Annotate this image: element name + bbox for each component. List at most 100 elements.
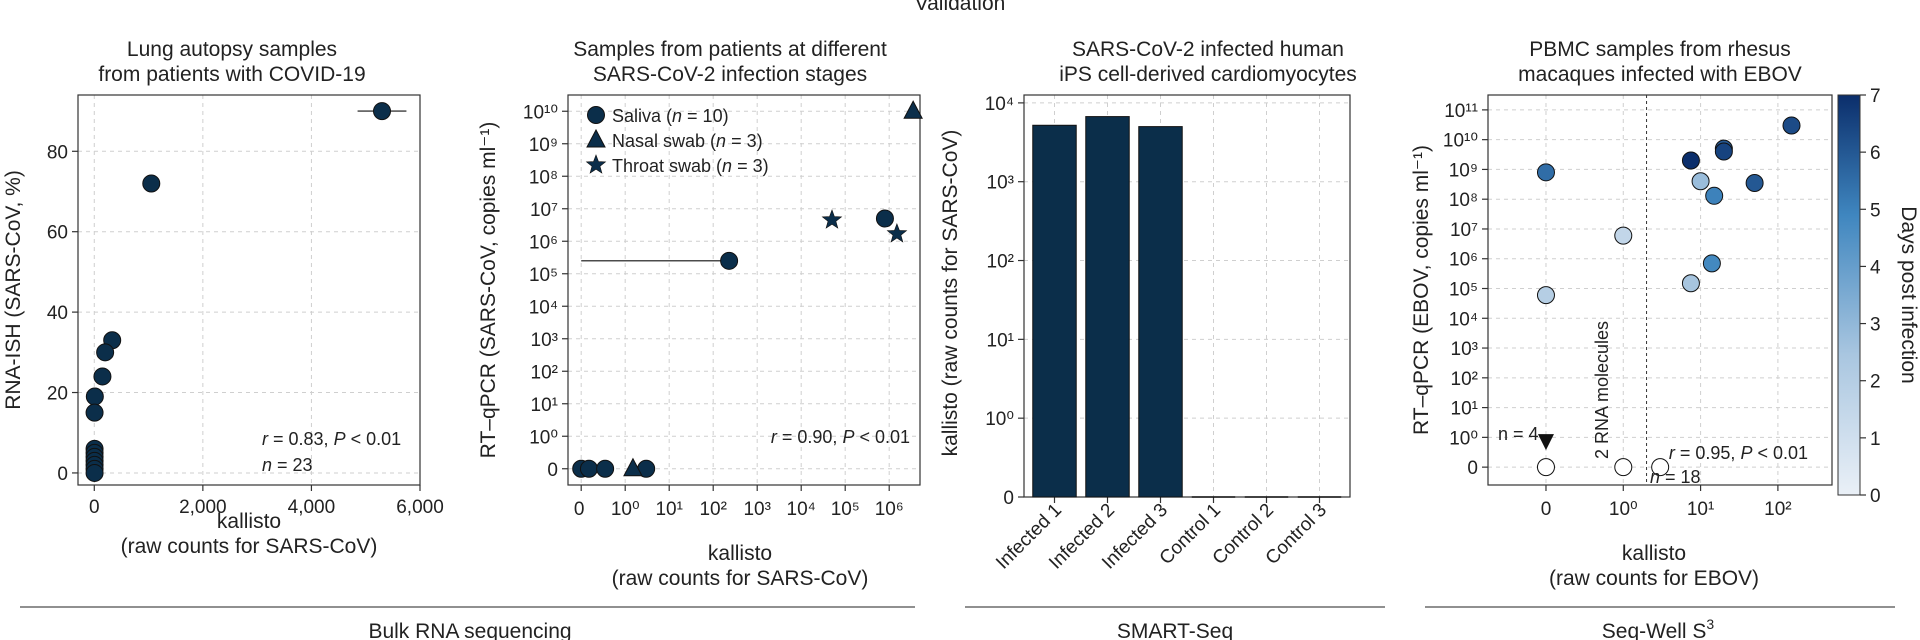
panel-1: Lung autopsy samples from patients with … xyxy=(2,38,444,558)
panel-4-n-marker-label: n = 4 xyxy=(1498,424,1539,444)
panel-2-ytick-label-7: 10⁶ xyxy=(529,232,558,253)
panel-1-stat-p: P xyxy=(334,429,346,449)
legend-nasal-count: = 3) xyxy=(726,131,763,151)
panel-4-point-2 xyxy=(1536,458,1555,477)
panel-2-xlabel-line-1: kallisto xyxy=(708,542,772,565)
section-label-seqwell: Seq-Well S3 xyxy=(1602,616,1715,640)
panel-1-ytick-label-3: 60 xyxy=(47,223,68,244)
panel-4-n-label: n xyxy=(1650,467,1660,487)
legend-nasal-label: Nasal swab (n = 3) xyxy=(612,131,763,151)
panel-4-ticks: 0 10⁰ 10¹ 10² 0 10⁰ 10¹ 10² 10³ 10⁴ 10⁵ 10⁶ 10⁷ 10⁸ 10… xyxy=(1443,101,1792,520)
panel-4-point-1 xyxy=(1536,286,1555,305)
panel-2-ytick-label-2: 10¹ xyxy=(531,395,558,416)
panel-2-ticks: 0 10⁰ 10¹ 10² 10³ 10⁴ 10⁵ 10⁶ 0 10⁰ 10¹ 10² 10³ 10⁴ 10… xyxy=(523,102,904,520)
panel-1-stat-annotation: r = 0.83, P < 0.01 xyxy=(262,429,401,449)
panel-4-xtick-label-3: 10² xyxy=(1764,499,1791,520)
panel-2-ytick-label-4: 10³ xyxy=(531,330,558,351)
panel-3-title-line-1: SARS-CoV-2 infected human xyxy=(1072,38,1344,61)
panel-3-ylabel: kallisto (raw counts for SARS-CoV) xyxy=(939,130,962,457)
panel-4-axes-frame xyxy=(1487,94,1833,486)
colorbar-ticks: 0 1 2 3 4 5 6 7 xyxy=(1860,86,1881,507)
legend-throat-text: Throat swab ( xyxy=(612,156,722,176)
panel-2-point-saliva-1 xyxy=(579,459,598,478)
panel-2-xtick-label-7: 10⁶ xyxy=(875,499,904,520)
panel-2-point-saliva-5 xyxy=(875,209,894,228)
colorbar-tick-label-5: 5 xyxy=(1870,200,1881,221)
panel-3-title-line-2: iPS cell-derived cardiomyocytes xyxy=(1059,63,1357,86)
legend-saliva-text: Saliva ( xyxy=(612,106,672,126)
panel-4-ytick-label-11: 10¹⁰ xyxy=(1443,131,1478,152)
panel-2-ytick-label-9: 10⁸ xyxy=(529,167,558,188)
panel-4-ytick-label-2: 10¹ xyxy=(1451,399,1478,420)
panel-2-point-throat-swab-0 xyxy=(821,209,843,229)
colorbar xyxy=(1837,94,1861,496)
panel-4-xtick-label-1: 10⁰ xyxy=(1609,499,1638,520)
panel-2-point-saliva-2 xyxy=(596,459,615,478)
panel-4-point-6 xyxy=(1681,151,1700,170)
panel-1-axes-frame xyxy=(77,94,421,486)
section-label-seqwell-text: Seq-Well S xyxy=(1602,620,1707,640)
panel-2-xtick-label-3: 10² xyxy=(699,499,726,520)
panel-3-axes-frame xyxy=(1023,94,1351,498)
colorbar-tick-label-4: 4 xyxy=(1870,257,1881,278)
legend-nasal-n: n xyxy=(716,131,726,151)
legend-throat-label: Throat swab (n = 3) xyxy=(612,156,769,176)
panel-2-marks xyxy=(572,100,923,478)
panel-2-point-saliva-4 xyxy=(720,251,739,270)
panel-2-point-nasal-swab-1 xyxy=(903,100,923,119)
panel-3-bar-2 xyxy=(1138,126,1183,498)
panel-2-xtick-label-4: 10³ xyxy=(743,499,770,520)
panel-1-ticks: 0 2,000 4,000 6,000 0 20 40 60 80 xyxy=(47,142,444,518)
panel-3-ytick-label-1: 10⁰ xyxy=(985,409,1014,430)
panel-1-xtick-label-1: 2,000 xyxy=(179,497,227,518)
colorbar-label: Days post infection xyxy=(1897,206,1920,383)
panel-4-threshold-label: 2 RNA molecules xyxy=(1592,321,1612,459)
panel-4-point-8 xyxy=(1705,186,1724,205)
panel-4-stat-pval: < 0.01 xyxy=(1752,443,1808,463)
panel-2-title-line-2: SARS-CoV-2 infection stages xyxy=(593,63,867,86)
panel-4-ytick-label-6: 10⁵ xyxy=(1449,280,1478,301)
panel-2-ytick-label-8: 10⁷ xyxy=(530,200,558,221)
panel-4-n-marker-triangle xyxy=(1537,434,1554,451)
panel-2-ytick-label-11: 10¹⁰ xyxy=(523,102,558,123)
figure-top-label: Validation xyxy=(915,0,1006,15)
panel-2-point-throat-swab-1 xyxy=(886,222,908,243)
panel-1-ytick-label-2: 40 xyxy=(47,303,68,324)
panel-2-stat-pval: < 0.01 xyxy=(854,427,910,447)
panel-4-stat-value: = 0.95, xyxy=(1675,443,1741,463)
panel-3-ytick-label-0: 0 xyxy=(1003,488,1014,509)
panel-1-xtick-label-2: 4,000 xyxy=(288,497,336,518)
panel-2-ytick-label-0: 0 xyxy=(547,460,558,481)
panel-4-point-0 xyxy=(1536,163,1555,182)
colorbar-tick-label-2: 2 xyxy=(1870,372,1881,393)
panel-2-stat-value: = 0.90, xyxy=(777,427,843,447)
panel-4-title-line-1: PBMC samples from rhesus xyxy=(1529,38,1790,61)
panel-1-stat-value: = 0.83, xyxy=(268,429,334,449)
panel-4-point-4 xyxy=(1614,458,1633,477)
panel-4-n-value: = 18 xyxy=(1660,467,1701,487)
panel-2-xlabel-line-2: (raw counts for SARS-CoV) xyxy=(612,567,869,590)
panel-2-xtick-label-5: 10⁴ xyxy=(787,499,816,520)
panel-2-ylabel: RT–qPCR (SARS-CoV, copies ml⁻¹) xyxy=(477,122,500,459)
panel-4-stat-annotation: r = 0.95, P < 0.01 xyxy=(1669,443,1808,463)
panel-2-ytick-label-1: 10⁰ xyxy=(529,427,558,448)
panel-4-ytick-label-5: 10⁴ xyxy=(1449,309,1478,330)
panel-4-point-7 xyxy=(1691,172,1710,191)
panel-1-title-line-2: from patients with COVID-19 xyxy=(98,63,365,86)
panel-1-xtick-label-0: 0 xyxy=(89,497,100,518)
panel-4-ytick-label-3: 10² xyxy=(1451,369,1478,390)
panel-4-point-5 xyxy=(1651,458,1670,477)
legend-marker-star xyxy=(585,154,607,174)
panel-1-xtick-label-3: 6,000 xyxy=(396,497,444,518)
panel-4-xlabel-line-1: kallisto xyxy=(1622,542,1686,565)
panel-1-ylabel: RNA-ISH (SARS-CoV, %) xyxy=(2,170,25,410)
panel-4-ytick-label-0: 0 xyxy=(1467,458,1478,479)
panel-2-stat-annotation: r = 0.90, P < 0.01 xyxy=(771,427,910,447)
legend-nasal-text: Nasal swab ( xyxy=(612,131,716,151)
panel-4-ytick-label-4: 10³ xyxy=(1451,339,1478,360)
section-label-bulk: Bulk RNA sequencing xyxy=(368,620,571,640)
legend-saliva-label: Saliva (n = 10) xyxy=(612,106,729,126)
panel-1-grid xyxy=(78,95,421,485)
colorbar-tick-label-1: 1 xyxy=(1870,429,1881,450)
